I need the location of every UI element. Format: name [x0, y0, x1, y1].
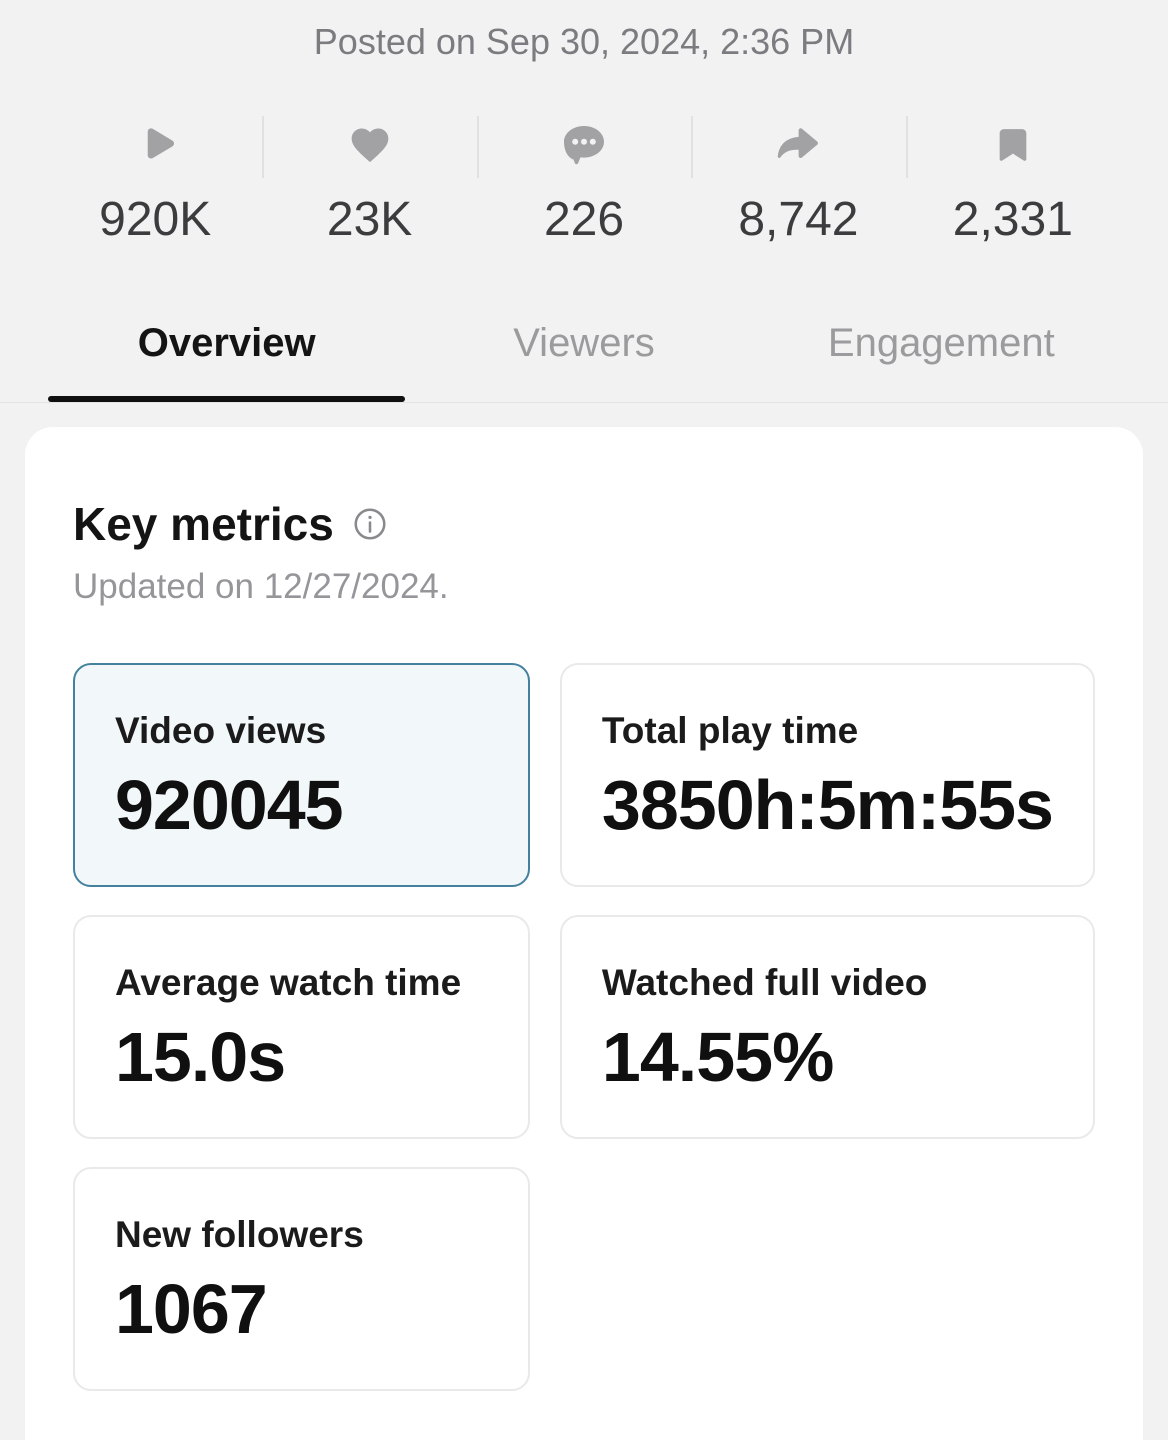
metric-value: 920045: [115, 766, 344, 844]
metric-value: 1067: [115, 1270, 268, 1348]
metric-label: New followers: [115, 1214, 364, 1255]
metric-card-watched-full-video[interactable]: Watched full video 14.55%: [559, 915, 1095, 1139]
stat-shares: 8,742: [691, 110, 905, 248]
overview-panel: Key metrics Updated on 12/27/2024. Video…: [25, 427, 1143, 1440]
video-stats-row: 920K 23K 226 8,742: [48, 110, 1120, 248]
stat-saves: 2,331: [905, 110, 1120, 248]
metric-value: 15.0s: [115, 1018, 286, 1096]
heart-icon: [262, 110, 476, 180]
tab-engagement[interactable]: Engagement: [827, 320, 1055, 365]
comment-icon: [477, 110, 691, 180]
metrics-grid: Video views 920045 Total play time 3850h…: [73, 663, 1095, 1391]
tab-viewers[interactable]: Viewers: [513, 320, 655, 365]
metric-label: Total play time: [601, 710, 859, 751]
updated-on-text: Updated on 12/27/2024.: [73, 567, 449, 606]
analytics-tabs: Overview Viewers Engagement: [48, 284, 1120, 402]
stat-likes: 23K: [262, 110, 476, 248]
metric-value: 3850h:5m:55s: [601, 766, 1054, 844]
stat-comments: 226: [476, 110, 691, 248]
stat-views: 920K: [48, 110, 262, 248]
share-icon: [691, 110, 905, 180]
metric-value: 14.55%: [601, 1018, 834, 1096]
tabs-separator: [0, 402, 1168, 403]
likes-count: 23K: [326, 193, 413, 246]
metric-card-video-views[interactable]: Video views 920045: [73, 663, 530, 887]
comments-count: 226: [543, 193, 625, 246]
metric-label: Watched full video: [601, 962, 928, 1003]
saves-count: 2,331: [952, 193, 1073, 246]
metric-label: Average watch time: [115, 962, 462, 1003]
key-metrics-header: Key metrics: [73, 497, 1095, 551]
metric-label: Video views: [115, 710, 327, 751]
metric-card-average-watch-time[interactable]: Average watch time 15.0s: [73, 915, 530, 1139]
info-icon[interactable]: [352, 506, 388, 542]
metric-card-new-followers[interactable]: New followers 1067: [73, 1167, 530, 1391]
metric-card-total-play-time[interactable]: Total play time 3850h:5m:55s: [559, 663, 1095, 887]
tab-overview[interactable]: Overview: [48, 284, 406, 402]
posted-on-timestamp: Posted on Sep 30, 2024, 2:36 PM: [313, 21, 855, 62]
shares-count: 8,742: [738, 193, 859, 246]
views-count: 920K: [99, 193, 212, 246]
play-icon: [48, 110, 262, 180]
bookmark-icon: [906, 110, 1120, 180]
key-metrics-title: Key metrics: [73, 498, 334, 550]
